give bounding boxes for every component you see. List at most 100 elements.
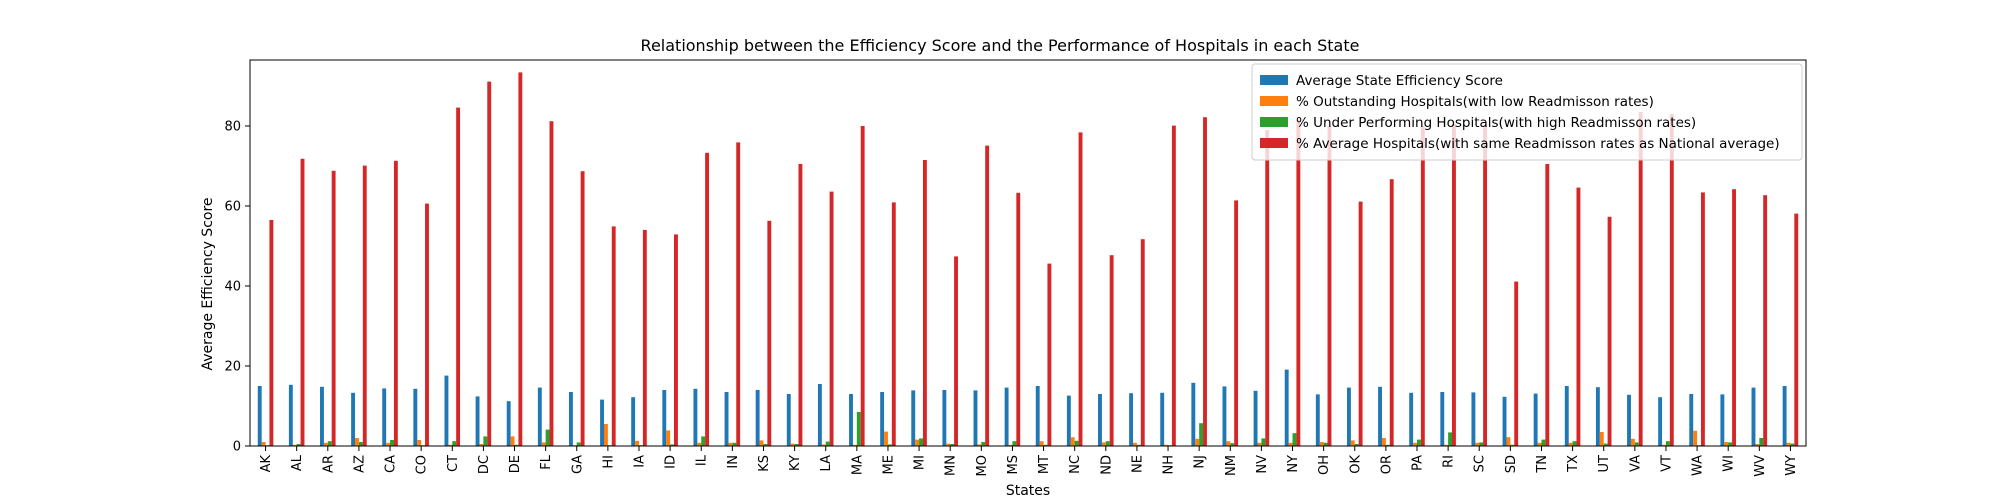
bar-series-2-vt xyxy=(1662,444,1666,446)
bar-series-2-nj xyxy=(1195,438,1200,446)
bar-series-3-mt xyxy=(1043,444,1048,446)
bar-series-1-dc xyxy=(475,396,480,446)
bar-series-1-wy xyxy=(1782,386,1787,446)
x-tick-label-va: VA xyxy=(1628,455,1643,472)
bar-series-2-ct xyxy=(448,444,453,446)
bar-series-4-id xyxy=(674,234,678,446)
bar-series-2-az xyxy=(355,438,359,446)
bar-series-4-ia xyxy=(642,230,647,446)
x-tick-label-ok: OK xyxy=(1348,455,1363,474)
bar-series-1-tx xyxy=(1564,386,1569,446)
bar-series-1-sd xyxy=(1502,396,1507,446)
bar-series-4-fl xyxy=(549,121,554,446)
x-tick-label-ne: NE xyxy=(1130,455,1145,473)
bar-series-2-me xyxy=(884,431,888,446)
bars-group xyxy=(257,72,1799,447)
x-tick-label-hi: HI xyxy=(601,455,616,469)
bar-series-3-ks xyxy=(763,444,768,446)
bar-series-2-de xyxy=(510,436,515,446)
bar-series-2-la xyxy=(821,444,826,446)
bar-series-4-ar xyxy=(331,170,336,447)
bar-series-2-fl xyxy=(541,442,546,446)
bar-series-4-mo xyxy=(985,145,990,446)
bar-series-4-ct xyxy=(456,107,461,446)
bar-series-1-or xyxy=(1378,386,1382,446)
bar-series-3-mi xyxy=(919,438,923,446)
bar-series-1-ak xyxy=(257,386,262,446)
bar-series-3-ri xyxy=(1448,432,1453,446)
x-tick-label-mo: MO xyxy=(975,455,990,476)
bar-series-4-mi xyxy=(922,160,927,446)
x-tick-label-ia: IA xyxy=(633,455,648,468)
bar-series-4-nv xyxy=(1265,130,1270,446)
legend-label-3: % Under Performing Hospitals(with high R… xyxy=(1296,115,1696,131)
x-axis-title: States xyxy=(1006,483,1050,499)
bar-series-2-tx xyxy=(1568,442,1573,446)
bar-series-1-ca xyxy=(382,388,387,446)
bar-series-3-mo xyxy=(981,442,986,446)
bar-series-1-nd xyxy=(1098,394,1102,446)
bar-series-2-ks xyxy=(759,440,764,446)
bar-series-4-nm xyxy=(1234,200,1239,446)
x-tick-label-ut: UT xyxy=(1597,455,1612,473)
legend: Average State Efficiency Score % Outstand… xyxy=(1251,63,1803,161)
y-tick-label: 20 xyxy=(224,360,241,375)
bar-series-4-me xyxy=(891,202,896,446)
x-tick-label-tx: TX xyxy=(1566,455,1581,473)
bar-series-3-dc xyxy=(483,436,488,446)
bar-series-1-hi xyxy=(600,399,604,446)
x-tick-label-mn: MN xyxy=(944,455,959,476)
bar-series-1-la xyxy=(817,384,822,446)
bar-series-2-ar xyxy=(323,442,328,446)
x-tick-label-wy: WY xyxy=(1784,455,1799,476)
bar-series-4-co xyxy=(425,203,429,446)
bar-series-1-ma xyxy=(849,394,853,446)
x-tick-label-sc: SC xyxy=(1473,455,1488,472)
x-tick-label-nc: NC xyxy=(1068,455,1083,474)
x-tick-label-co: CO xyxy=(415,455,430,474)
bar-series-3-ct xyxy=(452,441,457,446)
x-tick-label-il: IL xyxy=(695,454,710,466)
x-tick-label-nv: NV xyxy=(1255,455,1270,474)
bar-series-2-sd xyxy=(1506,437,1511,446)
bar-series-2-il xyxy=(697,442,702,446)
bar-series-1-de xyxy=(506,401,511,446)
x-tick-label-sd: SD xyxy=(1504,455,1519,473)
x-tick-label-nm: NM xyxy=(1224,455,1239,476)
bar-series-2-ri xyxy=(1444,444,1449,446)
legend-swatch-1 xyxy=(1260,75,1288,85)
legend-box xyxy=(1251,63,1803,161)
bar-series-4-vt xyxy=(1669,114,1674,446)
bar-series-4-tn xyxy=(1545,164,1550,446)
bar-series-2-mo xyxy=(977,444,982,446)
x-tick-label-nh: NH xyxy=(1162,455,1177,475)
bar-series-2-nd xyxy=(1101,442,1106,446)
bar-series-1-vt xyxy=(1658,397,1663,446)
bar-series-2-ca xyxy=(386,442,391,446)
bar-series-4-pa xyxy=(1420,126,1425,446)
bar-series-3-oh xyxy=(1323,442,1328,446)
bar-series-3-id xyxy=(670,444,675,446)
bar-series-1-mi xyxy=(911,390,916,446)
bar-series-3-nv xyxy=(1261,438,1266,446)
bar-series-2-nc xyxy=(1070,437,1075,446)
bar-series-4-oh xyxy=(1327,126,1332,446)
bar-series-4-wa xyxy=(1700,192,1705,446)
bar-series-3-la xyxy=(825,441,830,446)
bar-series-2-ak xyxy=(261,442,266,446)
legend-label-2: % Outstanding Hospitals(with low Readmis… xyxy=(1296,94,1654,110)
bar-series-2-wa xyxy=(1693,430,1698,446)
bar-series-1-tn xyxy=(1533,393,1538,446)
bar-series-1-me xyxy=(880,392,885,446)
bar-series-4-nj xyxy=(1203,117,1207,446)
bar-series-4-ut xyxy=(1607,216,1612,446)
bar-series-3-or xyxy=(1385,444,1390,446)
bar-series-2-ia xyxy=(635,440,639,446)
bar-series-1-ms xyxy=(1004,387,1009,446)
x-tick-label-ca: CA xyxy=(384,455,399,473)
bar-series-2-pa xyxy=(1413,442,1417,446)
bar-series-1-ga xyxy=(568,392,573,446)
bar-series-1-ri xyxy=(1440,392,1445,446)
x-tick-label-wa: WA xyxy=(1691,455,1706,476)
bar-series-2-ms xyxy=(1008,444,1013,446)
